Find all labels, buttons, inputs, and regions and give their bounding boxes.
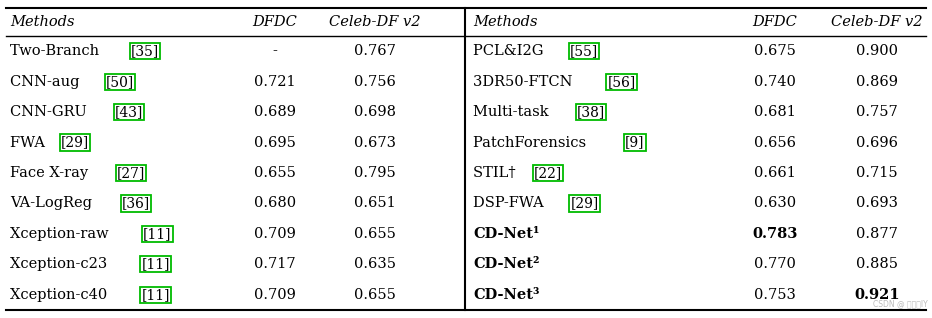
Text: DSP-FWA: DSP-FWA xyxy=(473,197,548,211)
Text: 0.689: 0.689 xyxy=(254,105,296,119)
Text: Celeb-DF v2: Celeb-DF v2 xyxy=(831,15,923,29)
Text: Two-Branch: Two-Branch xyxy=(10,44,103,58)
Text: 0.783: 0.783 xyxy=(752,227,798,241)
Text: 0.675: 0.675 xyxy=(754,44,796,58)
Text: 0.696: 0.696 xyxy=(857,135,898,149)
Text: DFDC: DFDC xyxy=(253,15,297,29)
Text: Methods: Methods xyxy=(473,15,538,29)
Text: 0.767: 0.767 xyxy=(354,44,396,58)
Text: 0.753: 0.753 xyxy=(754,288,796,302)
Text: CD-Net³: CD-Net³ xyxy=(473,288,540,302)
Text: [29]: [29] xyxy=(62,135,89,149)
Text: 0.715: 0.715 xyxy=(857,166,898,180)
Text: 0.709: 0.709 xyxy=(254,288,296,302)
Text: [11]: [11] xyxy=(142,288,170,302)
Text: STIL†: STIL† xyxy=(473,166,520,180)
Text: 0.717: 0.717 xyxy=(254,257,295,271)
Text: Xception-raw: Xception-raw xyxy=(10,227,114,241)
Text: DFDC: DFDC xyxy=(753,15,798,29)
Text: 0.795: 0.795 xyxy=(354,166,396,180)
Text: 0.673: 0.673 xyxy=(354,135,396,149)
Text: [11]: [11] xyxy=(144,227,171,241)
Text: 0.770: 0.770 xyxy=(754,257,796,271)
Text: Xception-c23: Xception-c23 xyxy=(10,257,112,271)
Text: 0.756: 0.756 xyxy=(354,75,396,89)
Text: 0.681: 0.681 xyxy=(754,105,796,119)
Text: 0.656: 0.656 xyxy=(754,135,796,149)
Text: PCL&I2G: PCL&I2G xyxy=(473,44,548,58)
Text: [36]: [36] xyxy=(122,197,150,211)
Text: [11]: [11] xyxy=(142,257,170,271)
Text: 0.921: 0.921 xyxy=(855,288,900,302)
Text: [27]: [27] xyxy=(116,166,145,180)
Text: [35]: [35] xyxy=(131,44,159,58)
Text: [56]: [56] xyxy=(608,75,636,89)
Text: 0.721: 0.721 xyxy=(254,75,295,89)
Text: 0.635: 0.635 xyxy=(354,257,396,271)
Text: FWA: FWA xyxy=(10,135,49,149)
Text: 0.698: 0.698 xyxy=(354,105,396,119)
Text: 0.661: 0.661 xyxy=(754,166,796,180)
Text: 3DR50-FTCN: 3DR50-FTCN xyxy=(473,75,577,89)
Text: 0.877: 0.877 xyxy=(857,227,898,241)
Text: [55]: [55] xyxy=(570,44,598,58)
Text: 0.740: 0.740 xyxy=(754,75,796,89)
Text: Multi-task: Multi-task xyxy=(473,105,554,119)
Text: 0.709: 0.709 xyxy=(254,227,296,241)
Text: Xception-c40: Xception-c40 xyxy=(10,288,112,302)
Text: 0.869: 0.869 xyxy=(857,75,898,89)
Text: [43]: [43] xyxy=(115,105,144,119)
Text: 0.630: 0.630 xyxy=(754,197,796,211)
Text: 0.757: 0.757 xyxy=(857,105,898,119)
Text: 0.655: 0.655 xyxy=(354,227,396,241)
Text: 0.900: 0.900 xyxy=(857,44,898,58)
Text: 0.680: 0.680 xyxy=(254,197,296,211)
Text: 0.695: 0.695 xyxy=(254,135,296,149)
Text: CNN-aug: CNN-aug xyxy=(10,75,84,89)
Text: CD-Net¹: CD-Net¹ xyxy=(473,227,540,241)
Text: Methods: Methods xyxy=(10,15,75,29)
Text: [38]: [38] xyxy=(577,105,605,119)
Text: 0.885: 0.885 xyxy=(857,257,898,271)
Text: CD-Net²: CD-Net² xyxy=(473,257,540,271)
Text: 0.651: 0.651 xyxy=(354,197,396,211)
Text: Celeb-DF v2: Celeb-DF v2 xyxy=(329,15,420,29)
Text: 0.655: 0.655 xyxy=(254,166,296,180)
Text: -: - xyxy=(272,44,278,58)
Text: 0.655: 0.655 xyxy=(354,288,396,302)
Text: CNN-GRU: CNN-GRU xyxy=(10,105,91,119)
Text: PatchForensics: PatchForensics xyxy=(473,135,591,149)
Text: [29]: [29] xyxy=(570,197,598,211)
Text: CSDN @ 沈阳局IY: CSDN @ 沈阳局IY xyxy=(873,299,928,308)
Text: Face X-ray: Face X-ray xyxy=(10,166,93,180)
Text: [9]: [9] xyxy=(625,135,645,149)
Text: VA-LogReg: VA-LogReg xyxy=(10,197,97,211)
Text: 0.693: 0.693 xyxy=(857,197,898,211)
Text: [22]: [22] xyxy=(534,166,562,180)
Text: [50]: [50] xyxy=(105,75,134,89)
